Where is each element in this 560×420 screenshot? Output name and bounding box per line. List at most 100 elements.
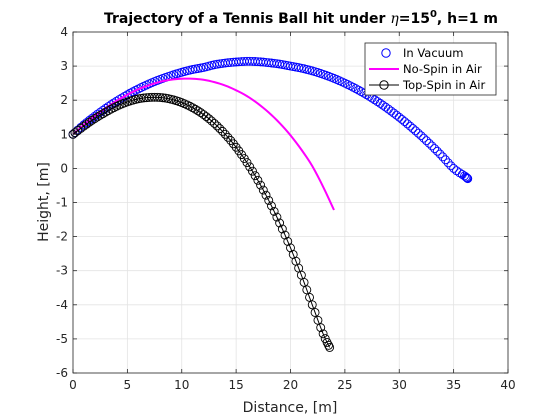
x-tick-label: 35 — [446, 378, 461, 392]
legend-entry-top-spin: Top-Spin in Air — [369, 78, 485, 92]
data-point-top-spin — [310, 308, 320, 317]
data-point-top-spin — [209, 118, 219, 128]
data-point-top-spin — [106, 104, 116, 114]
data-point-vacuum — [441, 155, 450, 165]
data-point-vacuum — [394, 112, 404, 122]
data-point-vacuum — [397, 114, 407, 124]
legend-label-no-spin: No-Spin in Air — [403, 62, 482, 76]
x-tick-label: 10 — [174, 378, 189, 392]
data-point-top-spin — [226, 136, 236, 145]
data-point-vacuum — [427, 141, 437, 151]
data-point-vacuum — [446, 161, 456, 171]
data-point-top-spin — [76, 123, 86, 133]
data-point-top-spin — [93, 112, 102, 122]
data-point-top-spin — [253, 175, 263, 185]
y-tick-label: 4 — [60, 25, 68, 39]
x-tick-label: 5 — [124, 378, 132, 392]
x-tick-label: 20 — [283, 378, 298, 392]
data-point-top-spin — [325, 342, 335, 352]
data-point-vacuum — [449, 163, 459, 173]
data-point-top-spin — [245, 162, 255, 172]
title-angle: =15 — [399, 11, 430, 27]
y-tick-label: -5 — [56, 332, 68, 346]
data-point-vacuum — [408, 123, 418, 133]
data-point-vacuum — [463, 174, 473, 184]
legend-label-top-spin: Top-Spin in Air — [402, 78, 485, 92]
legend-marker-top-spin — [379, 80, 389, 90]
data-point-top-spin — [277, 224, 287, 234]
y-tick-label: -2 — [56, 230, 68, 244]
data-point-top-spin — [307, 300, 317, 310]
data-point-vacuum — [120, 91, 130, 101]
data-point-vacuum — [461, 172, 471, 182]
data-point-top-spin — [275, 218, 285, 228]
axis-ticks: 0 5 10 15 20 25 30 35 40 -6 -5 -4 -3 -2 -1 0 1 2 3 4 — [56, 25, 516, 392]
data-point-top-spin — [103, 106, 113, 116]
data-point-top-spin — [256, 180, 266, 190]
series-no-spin — [72, 77, 335, 211]
data-point-vacuum — [419, 133, 429, 143]
grid-lines — [72, 31, 509, 374]
data-point-vacuum — [416, 131, 426, 141]
legend: In Vacuum No-Spin in Air Top-Spin in Air — [364, 42, 497, 96]
title-superscript: 0 — [430, 9, 437, 20]
series-line-top-spin — [72, 96, 331, 348]
y-tick-label: -4 — [56, 298, 68, 312]
data-point-top-spin — [98, 109, 108, 119]
y-tick-label: 0 — [60, 161, 68, 175]
data-point-top-spin — [220, 129, 230, 139]
y-tick-label: 3 — [60, 59, 68, 73]
y-axis-label: Height, [m] — [36, 162, 52, 242]
data-point-top-spin — [218, 126, 227, 136]
data-point-top-spin — [264, 195, 274, 205]
data-point-top-spin — [223, 132, 233, 142]
data-point-vacuum — [432, 146, 442, 156]
data-point-top-spin — [185, 101, 195, 111]
legend-marker-vacuum — [381, 48, 391, 58]
x-axis-label: Distance, [m] — [243, 400, 338, 416]
y-tick-label: -6 — [56, 366, 68, 380]
data-point-top-spin — [188, 103, 198, 113]
data-point-top-spin — [318, 329, 328, 339]
x-tick-label: 40 — [500, 378, 515, 392]
chart-title: Trajectory of a Tennis Ball hit under η=… — [104, 9, 498, 27]
data-point-vacuum — [460, 171, 469, 181]
title-symbol: η — [390, 11, 399, 27]
legend-entry-no-spin: No-Spin in Air — [369, 62, 482, 76]
data-point-top-spin — [70, 128, 80, 138]
data-point-vacuum — [421, 136, 431, 146]
data-point-vacuum — [435, 149, 445, 159]
data-point-top-spin — [212, 121, 222, 131]
data-point-vacuum — [413, 128, 423, 138]
data-point-top-spin — [204, 114, 214, 124]
legend-label-vacuum: In Vacuum — [403, 46, 463, 60]
data-point-top-spin — [267, 201, 276, 211]
data-point-top-spin — [280, 230, 290, 240]
data-point-vacuum — [438, 152, 448, 162]
data-point-vacuum — [443, 158, 453, 168]
data-point-top-spin — [247, 166, 257, 176]
series-layer — [68, 56, 473, 352]
data-point-top-spin — [90, 114, 100, 124]
data-point-vacuum — [405, 121, 415, 131]
data-point-top-spin — [258, 185, 268, 195]
data-point-vacuum — [354, 85, 363, 95]
series-line-no-spin — [72, 77, 335, 211]
x-tick-label: 25 — [337, 378, 352, 392]
data-point-vacuum — [392, 110, 401, 120]
data-point-top-spin — [201, 112, 211, 122]
y-tick-label: 2 — [60, 93, 68, 107]
data-point-top-spin — [324, 340, 334, 350]
data-point-vacuum — [122, 90, 132, 100]
data-point-vacuum — [462, 173, 472, 183]
legend-entry-vacuum: In Vacuum — [381, 46, 463, 60]
data-point-top-spin — [272, 212, 282, 222]
data-point-top-spin — [283, 236, 293, 246]
x-tick-label: 15 — [228, 378, 243, 392]
y-tick-label: -1 — [56, 196, 68, 210]
data-point-vacuum — [351, 84, 361, 94]
data-point-vacuum — [424, 138, 434, 148]
data-point-top-spin — [286, 243, 295, 253]
data-point-top-spin — [101, 107, 111, 117]
title-suffix: , h=1 m — [437, 11, 498, 27]
